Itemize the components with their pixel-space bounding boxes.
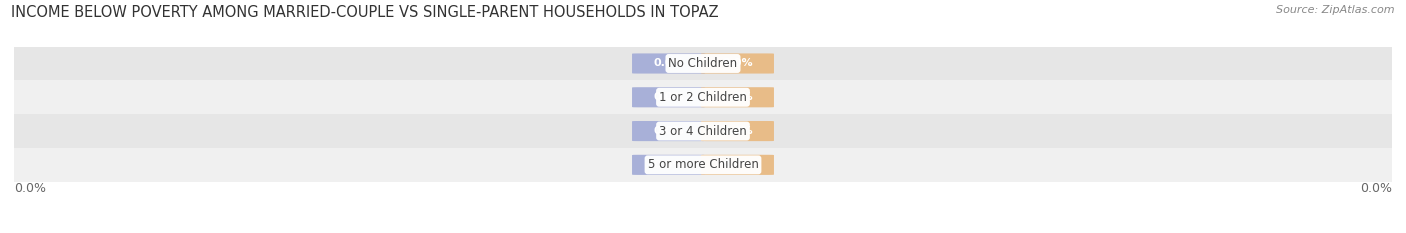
Text: INCOME BELOW POVERTY AMONG MARRIED-COUPLE VS SINGLE-PARENT HOUSEHOLDS IN TOPAZ: INCOME BELOW POVERTY AMONG MARRIED-COUPL… — [11, 5, 718, 20]
FancyBboxPatch shape — [702, 87, 773, 107]
Text: Source: ZipAtlas.com: Source: ZipAtlas.com — [1277, 5, 1395, 15]
Text: 0.0%: 0.0% — [723, 92, 752, 102]
Text: No Children: No Children — [668, 57, 738, 70]
Text: 0.0%: 0.0% — [723, 58, 752, 69]
Text: 0.0%: 0.0% — [654, 58, 683, 69]
FancyBboxPatch shape — [702, 121, 773, 141]
Bar — [14, 80, 1392, 114]
Text: 0.0%: 0.0% — [1360, 182, 1392, 195]
Text: 0.0%: 0.0% — [654, 126, 683, 136]
Text: 0.0%: 0.0% — [723, 126, 752, 136]
Bar — [14, 114, 1392, 148]
Bar — [14, 47, 1392, 80]
Text: 0.0%: 0.0% — [14, 182, 46, 195]
FancyBboxPatch shape — [702, 155, 773, 175]
Text: 0.0%: 0.0% — [723, 160, 752, 170]
FancyBboxPatch shape — [633, 87, 704, 107]
FancyBboxPatch shape — [633, 53, 704, 74]
Text: 5 or more Children: 5 or more Children — [648, 158, 758, 171]
FancyBboxPatch shape — [633, 155, 704, 175]
Text: 0.0%: 0.0% — [654, 160, 683, 170]
FancyBboxPatch shape — [702, 53, 773, 74]
Text: 3 or 4 Children: 3 or 4 Children — [659, 125, 747, 137]
Text: 0.0%: 0.0% — [654, 92, 683, 102]
Text: 1 or 2 Children: 1 or 2 Children — [659, 91, 747, 104]
FancyBboxPatch shape — [633, 121, 704, 141]
Bar — [14, 148, 1392, 182]
